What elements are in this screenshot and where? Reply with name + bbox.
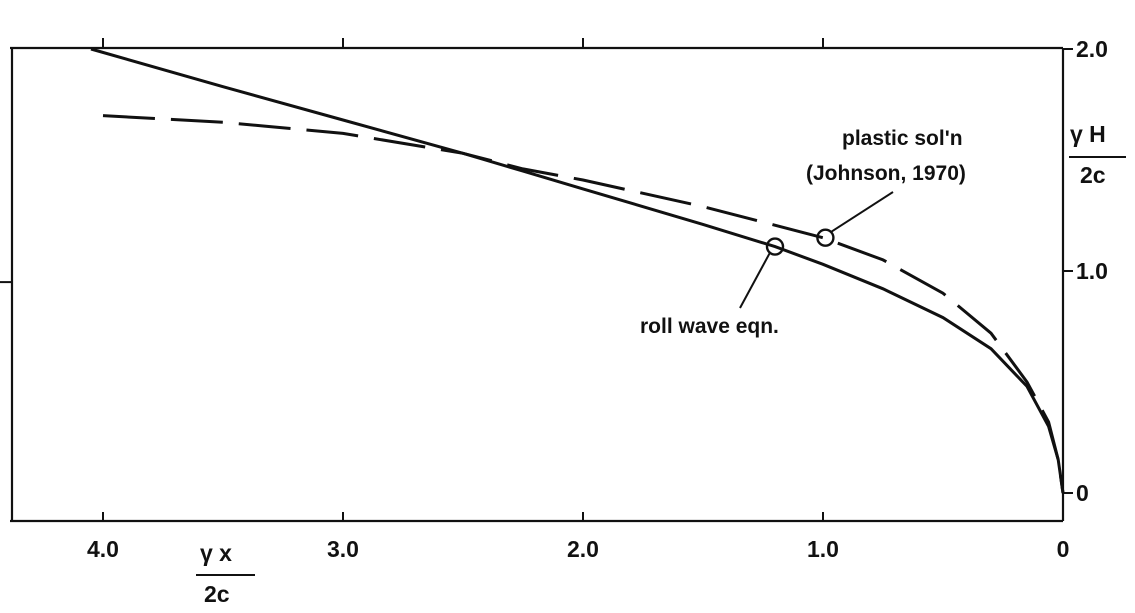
x-axis-label-symbol: γ x [200, 540, 232, 566]
y-tick-label: 0 [1076, 480, 1089, 506]
roll-label-line: roll wave eqn. [640, 315, 779, 338]
x-tick-label: 2.0 [567, 536, 599, 562]
annotations-layer: plastic sol'n (Johnson, 1970) roll wave eq… [640, 127, 966, 338]
x-tick-label: 0 [1057, 536, 1070, 562]
x-tick-label: 3.0 [327, 536, 359, 562]
plastic-label-line: plastic sol'n [842, 127, 963, 150]
y-tick-label: 2.0 [1076, 36, 1108, 62]
x-tick-label: 4.0 [87, 536, 119, 562]
y-axis-label-denominator: 2c [1080, 162, 1106, 188]
x-axis-label-denominator: 2c [204, 581, 230, 607]
roll-leader-line [739, 252, 771, 309]
plastic-marker [816, 228, 835, 247]
series-dashed-line [102, 114, 1065, 494]
plastic-leader-line [830, 191, 894, 233]
y-tick-label: 1.0 [1076, 258, 1108, 284]
x-tick-label: 1.0 [807, 536, 839, 562]
y-axis-label-symbol: γ H [1070, 121, 1106, 147]
ticks-layer: 4.0 3.0 2.0 1.0 0 0 1.0 2.0 [0, 36, 1108, 562]
plastic-label-line: (Johnson, 1970) [806, 162, 966, 185]
roll-marker [765, 237, 785, 256]
series-solid-line [90, 47, 1065, 494]
series-layer [90, 47, 1065, 494]
